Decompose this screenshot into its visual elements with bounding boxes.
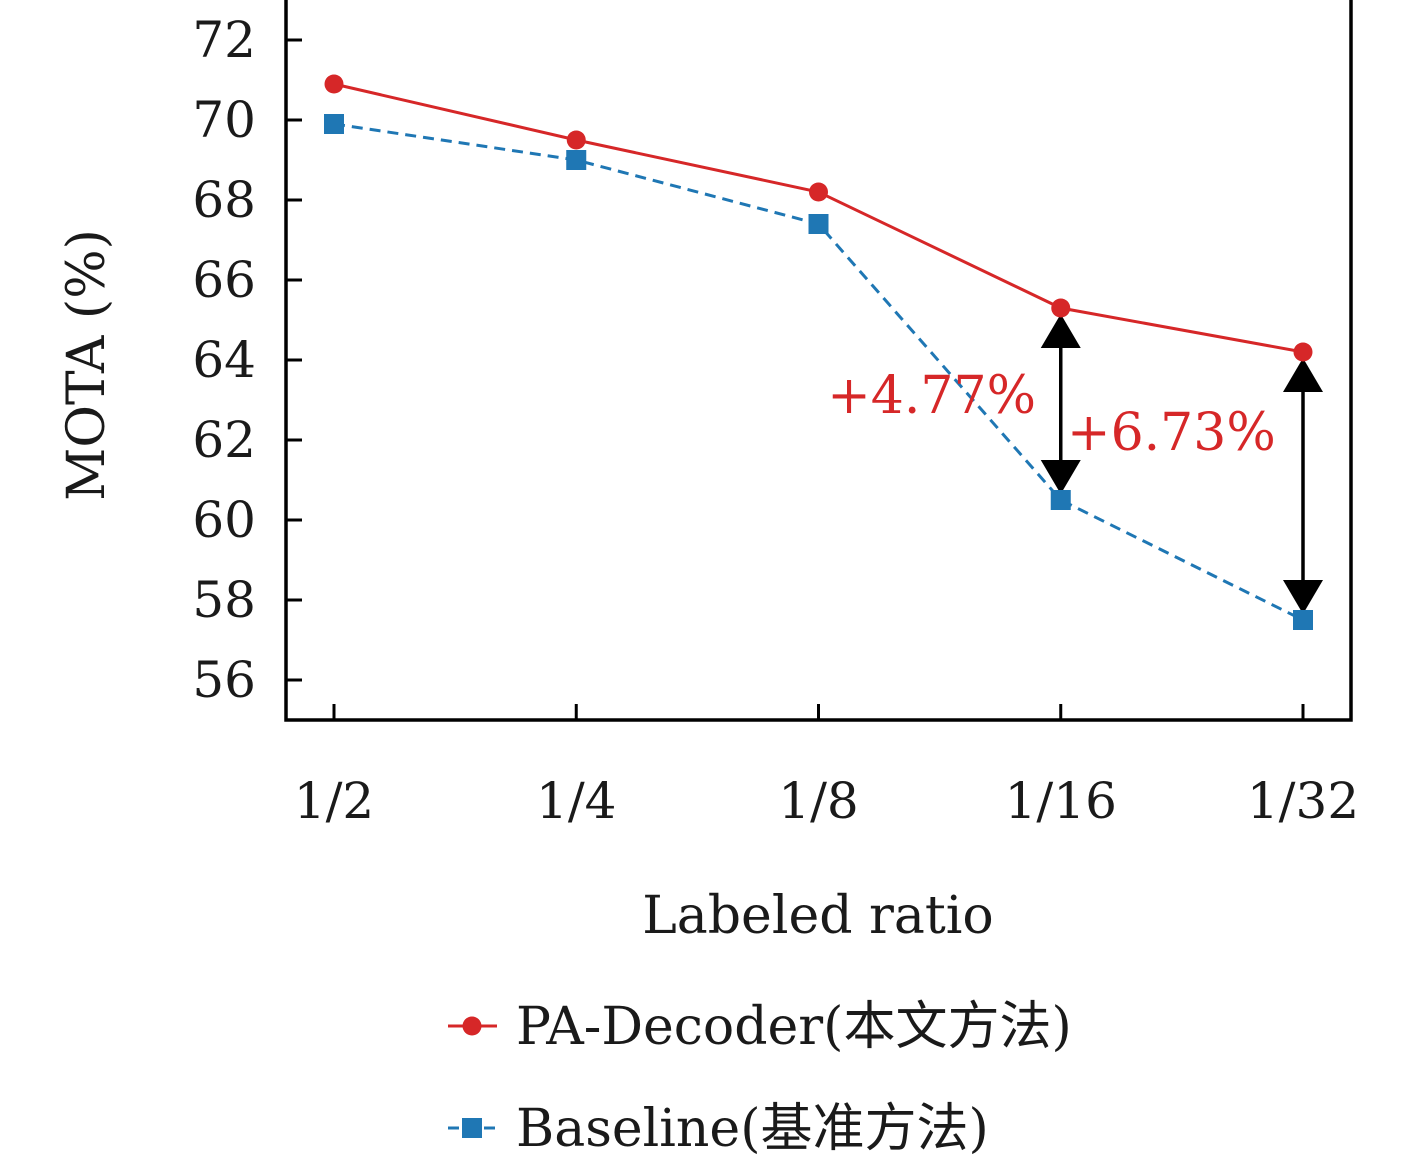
legend-marker: [462, 1118, 482, 1138]
y-tick-label: 62: [192, 411, 256, 469]
data-point: [1051, 298, 1071, 318]
x-tick-label: 1/16: [1005, 772, 1117, 830]
data-point: [808, 214, 829, 234]
data-point: [324, 74, 344, 94]
y-tick-label: 68: [192, 171, 256, 229]
annotation-arrow-head: [1283, 580, 1323, 614]
y-tick-label: 72: [192, 11, 256, 69]
x-tick-label: 1/4: [536, 772, 616, 830]
y-tick-label: 58: [192, 571, 256, 629]
annotation-arrow-head: [1040, 460, 1081, 494]
y-tick-label: 70: [192, 91, 256, 149]
plot-area: 56 58 60 62 64 66 68 70 72 1/2 1/4 1/8 1/16 1/32 +4.77…: [192, 0, 1359, 830]
y-tick-label: 60: [192, 491, 256, 549]
x-tick-label: 1/8: [778, 772, 858, 830]
data-point: [1050, 490, 1071, 510]
annotation-arrow-head: [1283, 358, 1323, 392]
legend-label: PA-Decoder(本文方法): [516, 997, 1072, 1057]
data-point: [566, 130, 586, 150]
x-tick-label: 1/32: [1247, 772, 1359, 830]
data-point: [566, 150, 587, 170]
legend-label: Baseline(基准方法): [516, 1099, 989, 1159]
y-tick-label: 56: [192, 651, 256, 709]
data-point: [809, 182, 828, 202]
annotation-label: +6.73%: [1067, 403, 1276, 463]
x-tick-label: 1/2: [294, 772, 374, 830]
legend-marker: [462, 1016, 482, 1036]
annotation-label: +4.77%: [827, 366, 1036, 426]
data-point: [1293, 342, 1313, 362]
y-tick-label: 64: [192, 331, 256, 389]
plot-frame: [284, 0, 1353, 722]
annotation-arrow-head: [1040, 314, 1081, 348]
y-tick-label: 66: [192, 251, 256, 309]
legend: PA-Decoder(本文方法) Baseline(基准方法): [448, 997, 1072, 1159]
x-axis-label: Labeled ratio: [642, 886, 994, 946]
y-axis-label: MOTA (%): [57, 229, 117, 501]
data-point: [324, 114, 344, 134]
data-point: [1293, 610, 1313, 630]
